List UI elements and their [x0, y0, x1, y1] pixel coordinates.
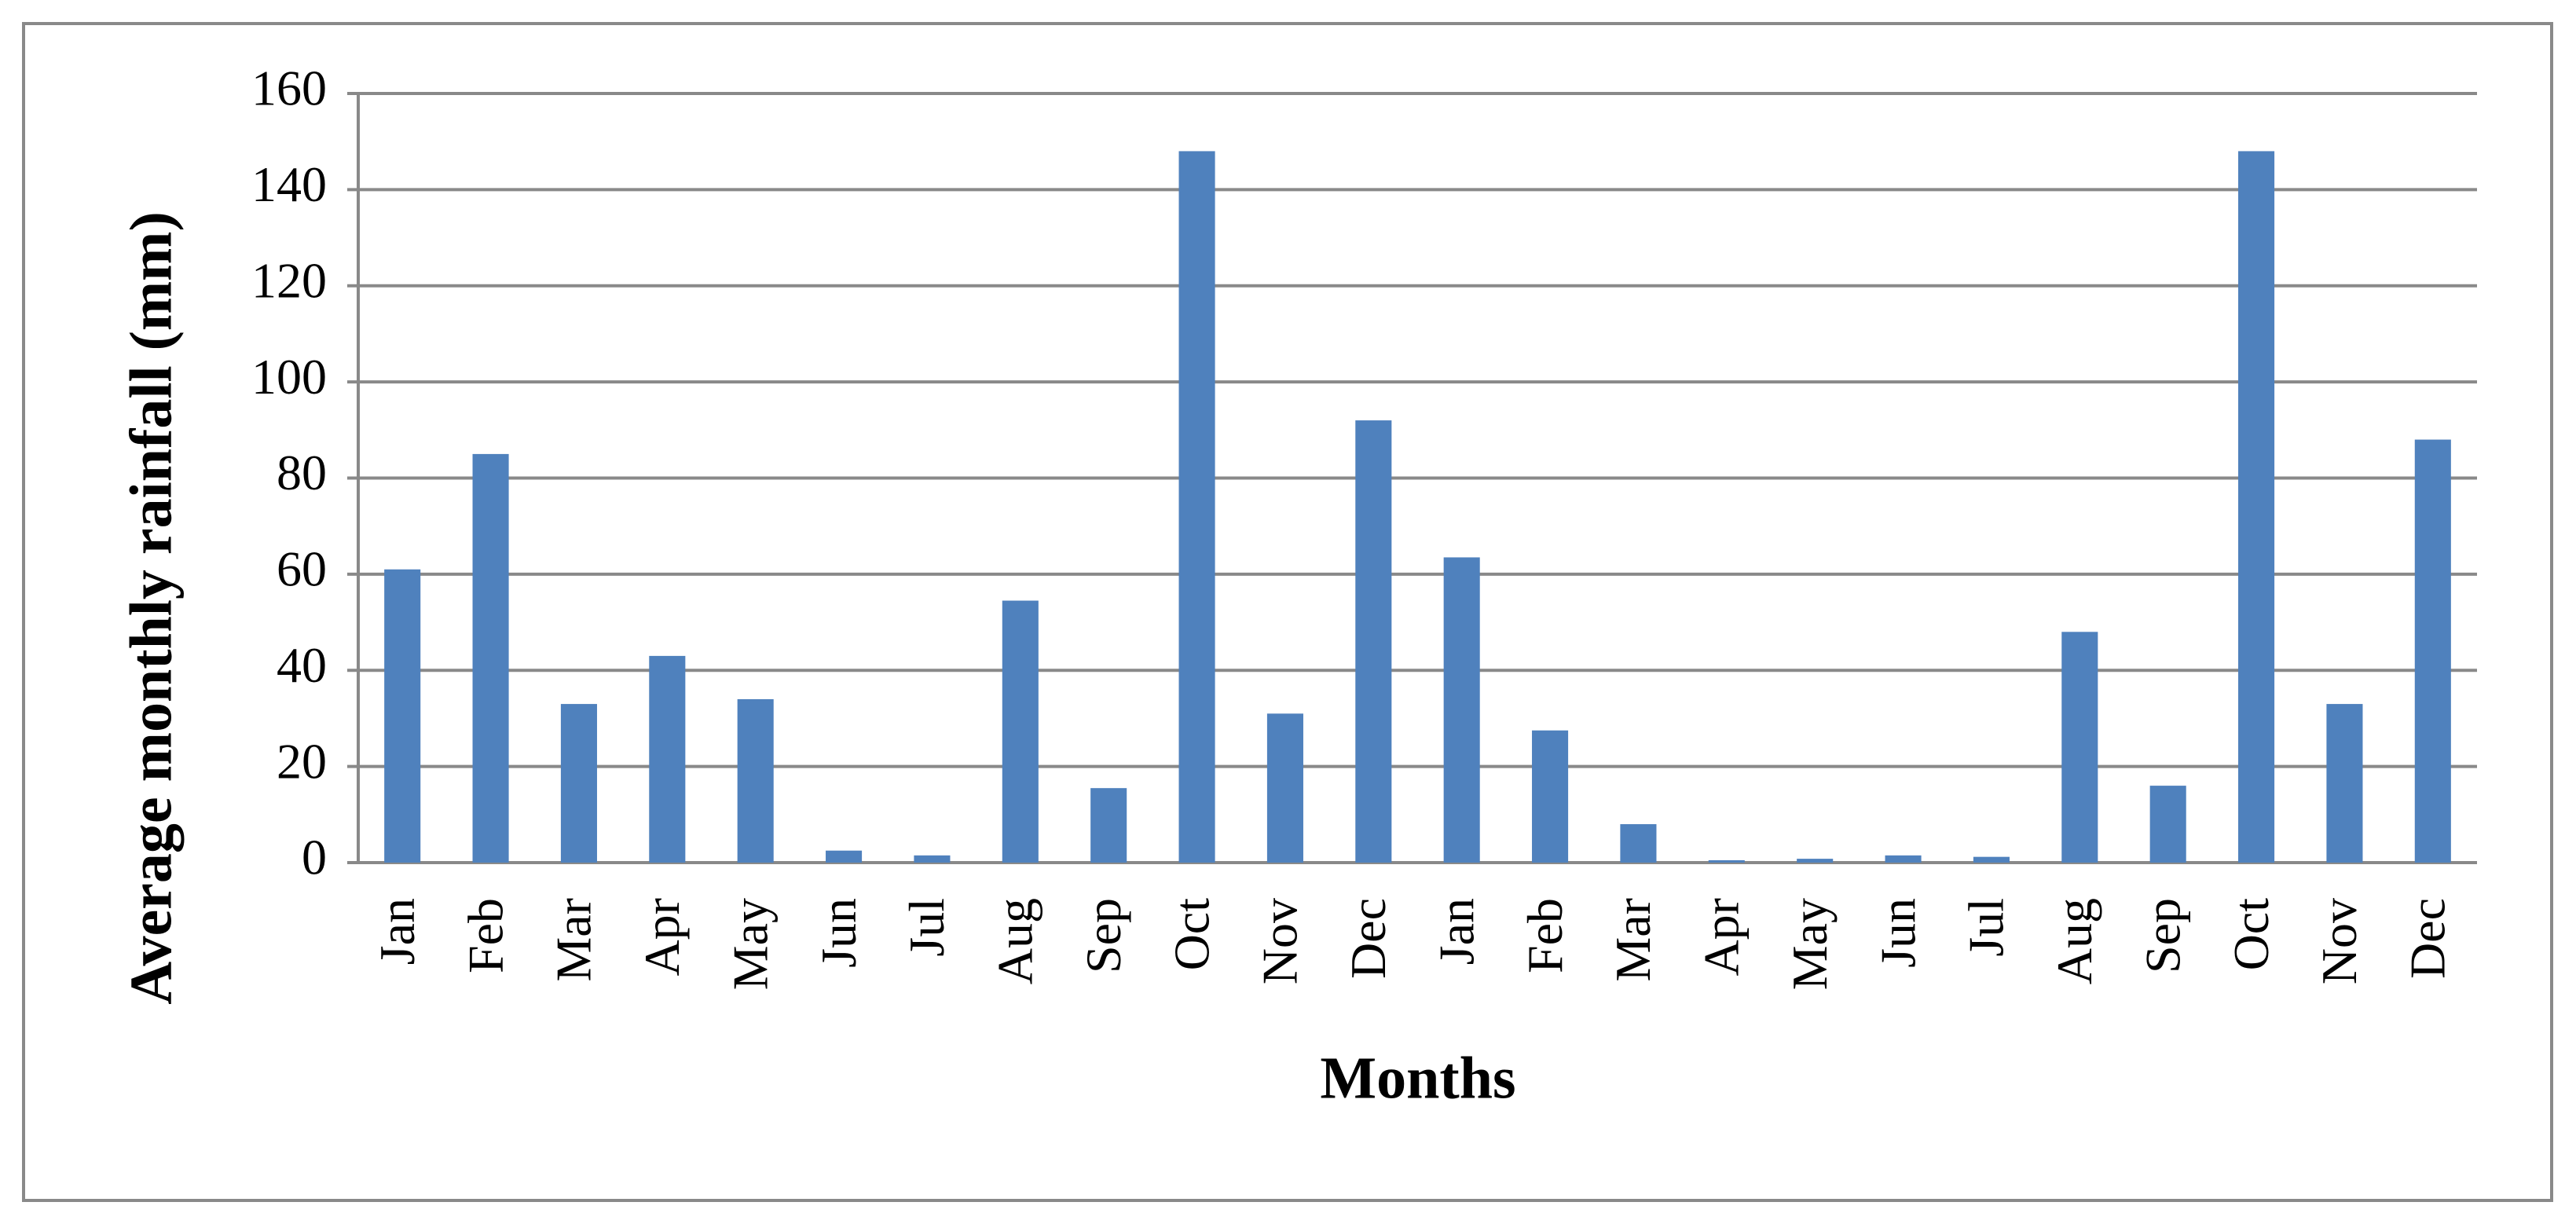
bar: [826, 850, 863, 863]
bar: [560, 704, 597, 863]
bar: [2326, 704, 2363, 863]
bar: [1266, 713, 1303, 863]
bar: [1178, 151, 1215, 863]
y-axis-title: Average monthly rainfall (mm): [118, 211, 184, 1005]
bar: [1443, 557, 1480, 863]
bar: [1002, 600, 1039, 863]
bar: [1797, 859, 1834, 863]
y-tick-label: 60: [277, 541, 327, 597]
bar: [2238, 151, 2275, 863]
bar: [1973, 856, 2010, 863]
x-tick-label: Aug: [988, 898, 1043, 984]
y-tick-label: 160: [251, 60, 327, 116]
x-tick-label: Mar: [546, 898, 602, 982]
bar: [1620, 824, 1657, 863]
x-tick-label: Jun: [1870, 898, 1926, 968]
bar: [1885, 855, 1922, 863]
x-tick-label: Sep: [2134, 898, 2190, 973]
bar: [472, 453, 509, 863]
x-tick-label: Nov: [2311, 898, 2367, 984]
bar: [1355, 420, 1392, 863]
x-tick-label: Jul: [899, 898, 955, 957]
x-tick-label: Jan: [369, 898, 425, 965]
x-tick-label: Apr: [1694, 898, 1750, 977]
y-tick-label: 140: [251, 156, 327, 212]
bar: [1090, 788, 1127, 863]
x-tick-label: Oct: [1163, 898, 1219, 971]
x-tick-label: Sep: [1075, 898, 1131, 973]
x-tick-label: Dec: [2400, 898, 2456, 979]
y-tick-label: 20: [277, 733, 327, 789]
y-tick-label: 40: [277, 637, 327, 693]
y-tick-label: 100: [251, 349, 327, 405]
x-tick-label: May: [1782, 898, 1838, 990]
bar: [1708, 859, 1745, 863]
x-tick-label: Nov: [1252, 898, 1308, 984]
bar: [914, 855, 951, 863]
x-tick-label: May: [722, 898, 778, 990]
bar: [737, 698, 774, 863]
y-tick-label: 0: [302, 830, 327, 885]
x-tick-label: Feb: [1517, 898, 1573, 973]
x-tick-label: Oct: [2223, 898, 2279, 971]
x-tick-label: Mar: [1605, 898, 1661, 982]
x-tick-label: Jun: [811, 898, 867, 968]
x-axis-title: Months: [1320, 1045, 1515, 1111]
bar: [2149, 786, 2186, 863]
x-tick-label: Dec: [1340, 898, 1396, 979]
x-tick-label: Feb: [457, 898, 513, 973]
y-tick-label: 120: [251, 252, 327, 308]
x-tick-label: Jul: [1959, 898, 2014, 957]
y-tick-label: 80: [277, 445, 327, 500]
chart-border: [22, 22, 2553, 1202]
bar: [649, 655, 686, 863]
x-tick-label: Jan: [1428, 898, 1484, 965]
bar: [1532, 730, 1569, 863]
bar: [384, 569, 421, 863]
x-tick-label: Apr: [634, 898, 690, 977]
bar: [2414, 439, 2451, 863]
bar: [2061, 632, 2098, 863]
x-tick-label: Aug: [2047, 898, 2102, 984]
